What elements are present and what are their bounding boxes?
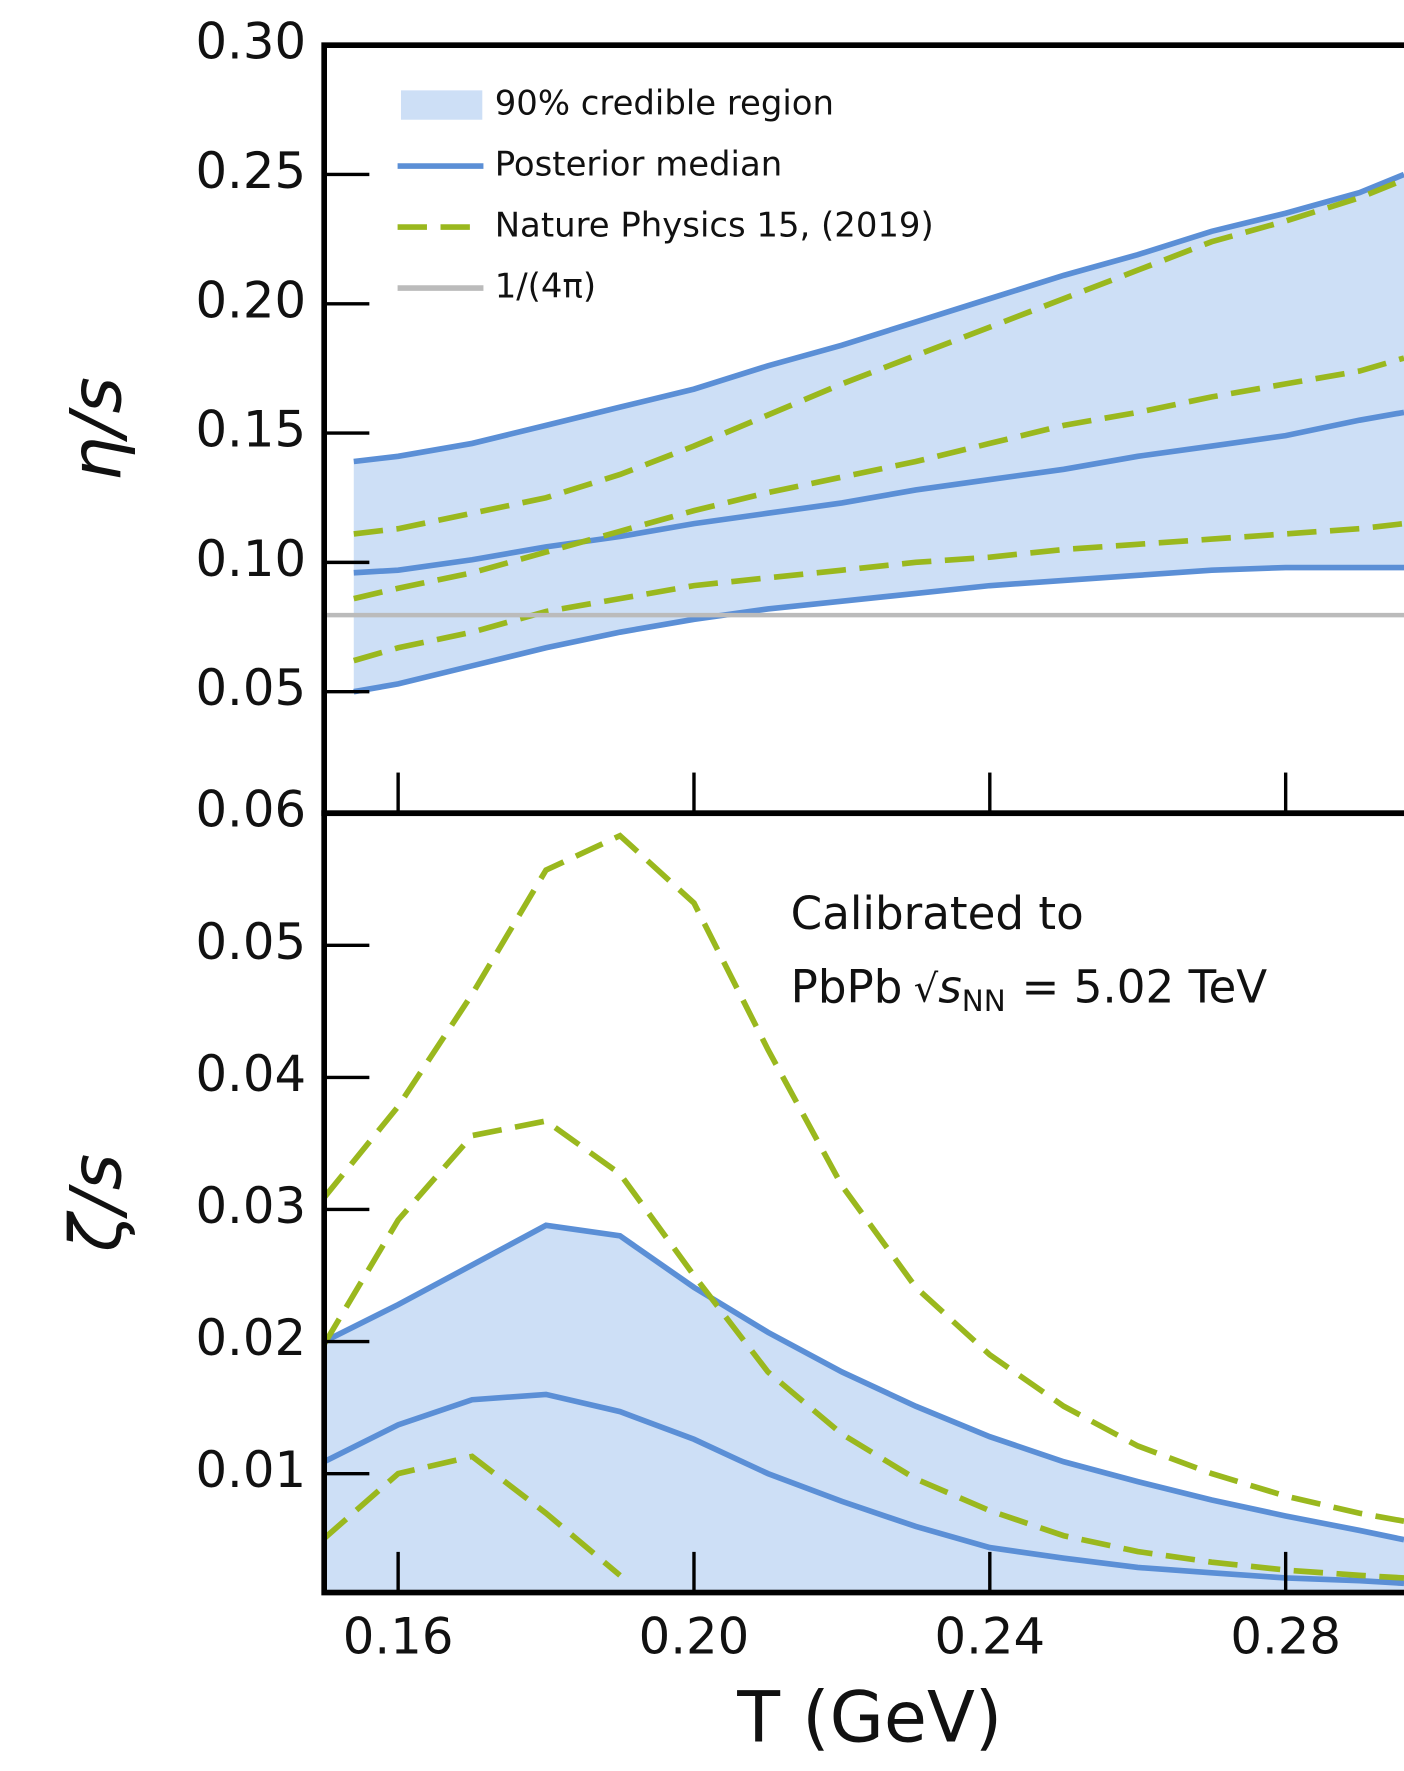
y-tick-label: 0.05 — [195, 659, 306, 717]
annotation-part: NN — [962, 983, 1006, 1017]
legend-swatch — [400, 90, 483, 120]
median-line — [353, 409, 1404, 576]
x-tick-label: 0.16 — [343, 1607, 454, 1665]
y-tick-label: 0.04 — [195, 1045, 306, 1103]
annotation: PbPb √sNN = 5.02 TeV — [791, 961, 1268, 1018]
reference-lower — [352, 520, 1404, 664]
legend-label: 1/(4π) — [495, 267, 596, 306]
x-tick-label: 0.24 — [934, 1607, 1045, 1665]
y-tick-label: 0.01 — [195, 1441, 306, 1499]
plot-area — [324, 832, 1404, 1593]
x-axis-label: T (GeV) — [736, 1676, 1002, 1758]
reference-upper — [353, 177, 1404, 537]
y-tick-label: 0.05 — [195, 913, 306, 971]
band-upper-edge — [353, 171, 1404, 465]
legend-label: Posterior median — [495, 145, 782, 184]
band-upper-edge — [324, 1222, 1404, 1543]
y-axis-label: η/s — [56, 377, 138, 481]
y-tick-label: 0.20 — [195, 271, 306, 329]
legend-label: 90% credible region — [495, 84, 834, 123]
y-tick-label: 0.30 — [195, 13, 306, 71]
plot-area — [324, 171, 1404, 695]
credible-band — [324, 1225, 1404, 1593]
reference-upper — [324, 832, 1404, 1524]
reference-median — [353, 355, 1404, 602]
median-line — [324, 1391, 1404, 1587]
y-tick-label: 0.03 — [195, 1177, 306, 1235]
y-tick-label: 0.02 — [195, 1309, 306, 1367]
legend-label: Nature Physics 15, (2019) — [495, 206, 934, 245]
annotation: Calibrated to — [791, 887, 1084, 940]
y-tick-label: 0.10 — [195, 530, 306, 588]
axes-frame — [321, 810, 1404, 1596]
annotation-part: = 5.02 TeV — [1022, 961, 1268, 1014]
x-tick-label: 0.28 — [1230, 1607, 1341, 1665]
y-axis-label: ζ/s — [56, 1154, 138, 1253]
y-tick-label: 0.15 — [195, 401, 306, 459]
band-lower-edge — [353, 564, 1404, 695]
annotation-part: s — [938, 961, 962, 1014]
y-tick-label: 0.06 — [195, 781, 306, 839]
annotation-part: √ — [914, 966, 939, 1011]
credible-band — [353, 174, 1404, 692]
annotation-part: PbPb — [791, 961, 903, 1014]
x-tick-label: 0.20 — [639, 1607, 750, 1665]
reference-lower — [324, 1453, 622, 1578]
y-tick-label: 0.25 — [195, 142, 306, 200]
